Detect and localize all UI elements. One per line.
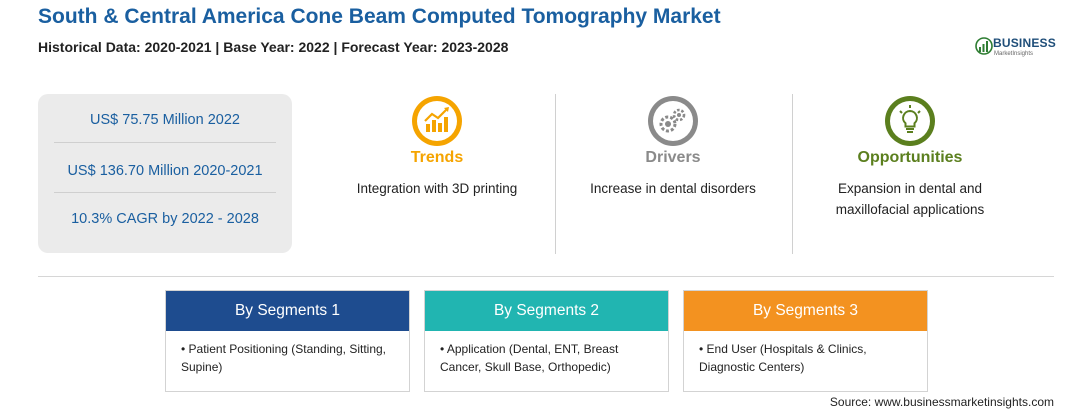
company-logo: BUSINESS MarketInsights	[975, 33, 1065, 63]
segment-2-list: • Application (Dental, ENT, Breast Cance…	[425, 331, 668, 376]
segment-2-item: Application (Dental, ENT, Breast Cancer,…	[440, 342, 619, 374]
section-divider	[38, 276, 1054, 277]
source-citation: Source: www.businessmarketinsights.com	[829, 395, 1054, 409]
trend-chart-icon	[412, 96, 462, 146]
bullet-icon: •	[440, 342, 445, 356]
opportunities-heading: Opportunities	[857, 149, 963, 166]
lightbulb-icon	[885, 96, 935, 146]
stat-divider	[54, 192, 276, 193]
opportunities-text: Expansion in dental and maxillofacial ap…	[835, 181, 985, 217]
column-divider	[555, 94, 556, 254]
gears-icon	[648, 96, 698, 146]
page-title: South & Central America Cone Beam Comput…	[38, 5, 721, 28]
segment-3-item: End User (Hospitals & Clinics, Diagnosti…	[699, 342, 867, 374]
segment-1-list: • Patient Positioning (Standing, Sitting…	[166, 331, 409, 376]
segment-3-header: By Segments 3	[684, 291, 927, 331]
trends-text: Integration with 3D printing	[356, 181, 518, 196]
drivers-text: Increase in dental disorders	[590, 181, 756, 196]
bullet-icon: •	[699, 342, 704, 356]
segment-card-1: By Segments 1 • Patient Positioning (Sta…	[165, 290, 410, 392]
segment-1-item: Patient Positioning (Standing, Sitting, …	[181, 342, 387, 374]
logo-name: BUSINESS	[993, 36, 1056, 50]
drivers-column: Drivers Increase in dental disorders	[568, 94, 778, 199]
trends-column: Trends Integration with 3D printing	[332, 94, 542, 199]
stat-cagr: 10.3% CAGR by 2022 - 2028	[71, 211, 259, 227]
logo-tagline: MarketInsights	[994, 51, 1034, 57]
drivers-heading: Drivers	[645, 149, 701, 166]
key-stats-panel: US$ 75.75 Million 2022 US$ 136.70 Millio…	[38, 94, 292, 253]
stat-market-value-2022: US$ 75.75 Million 2022	[90, 112, 240, 128]
segment-card-2: By Segments 2 • Application (Dental, ENT…	[424, 290, 669, 392]
logo-mark-icon	[975, 37, 993, 55]
segment-2-header: By Segments 2	[425, 291, 668, 331]
page-subtitle: Historical Data: 2020-2021 | Base Year: …	[38, 39, 509, 55]
segment-1-header: By Segments 1	[166, 291, 409, 331]
stat-divider	[54, 142, 276, 143]
stat-market-value-historical: US$ 136.70 Million 2020-2021	[67, 163, 263, 179]
trends-heading: Trends	[410, 149, 464, 166]
bullet-icon: •	[181, 342, 186, 356]
segment-card-3: By Segments 3 • End User (Hospitals & Cl…	[683, 290, 928, 392]
column-divider	[792, 94, 793, 254]
opportunities-column: Opportunities Expansion in dental and ma…	[805, 94, 1015, 220]
segment-3-list: • End User (Hospitals & Clinics, Diagnos…	[684, 331, 927, 376]
